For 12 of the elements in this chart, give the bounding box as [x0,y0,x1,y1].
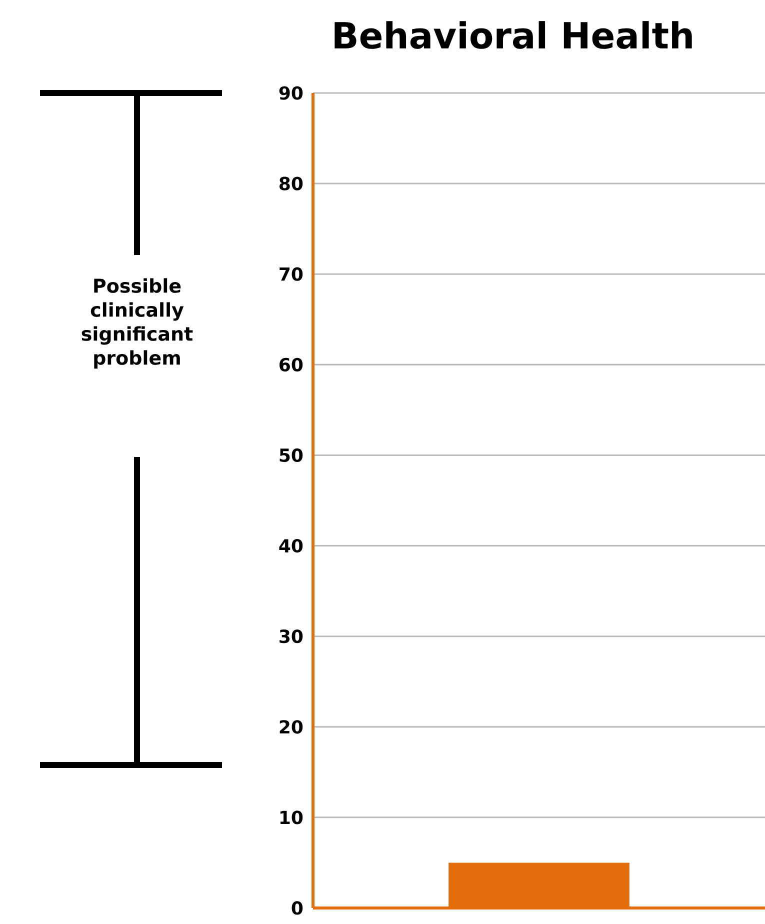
y-tick-label: 10 [280,810,303,824]
y-tick-label: 60 [280,358,303,372]
y-tick-label: 30 [280,630,303,644]
y-tick-label: 90 [279,86,303,100]
text: Possible clinically significant problem [82,278,193,369]
y-tick-label: 80 [280,176,303,190]
y-tick-label: 50 [280,448,303,462]
y-tick-label: 70 [280,267,303,281]
y-tick-label: 20 [280,720,303,734]
chart-title: Behavioral Health [334,21,692,49]
y-tick-label: 0 [292,901,303,915]
y-tick-label: 40 [279,538,303,553]
